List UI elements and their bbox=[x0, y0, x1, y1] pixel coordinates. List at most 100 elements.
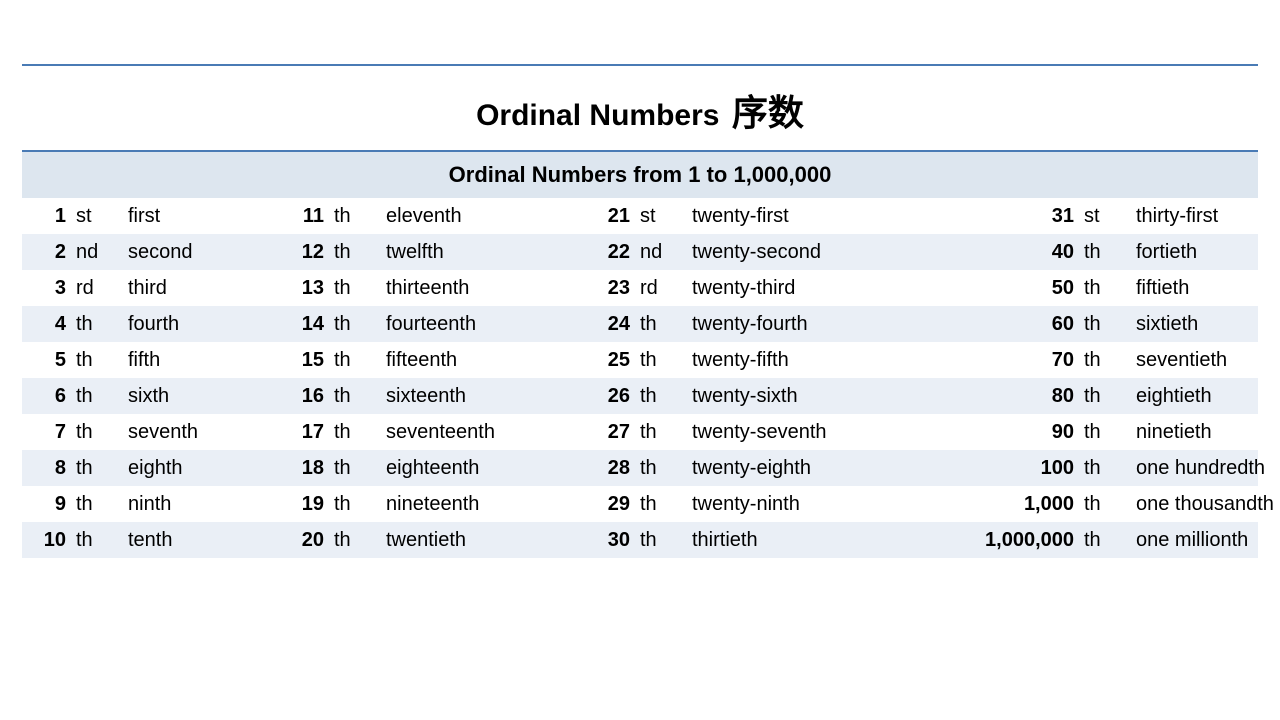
ordinal-cell-group: 29thtwenty-ninth bbox=[586, 493, 902, 516]
ordinal-number: 27 bbox=[586, 421, 630, 444]
ordinal-word: twenty-fifth bbox=[680, 349, 902, 372]
ordinal-suffix: th bbox=[324, 349, 374, 372]
ordinal-word: thirty-first bbox=[1124, 205, 1280, 228]
ordinal-suffix: st bbox=[630, 205, 680, 228]
ordinal-word: sixteenth bbox=[374, 385, 586, 408]
ordinal-cell-group: 30ththirtieth bbox=[586, 529, 902, 552]
table-row: 4thfourth14thfourteenth24thtwenty-fourth… bbox=[22, 306, 1258, 342]
ordinal-suffix: th bbox=[324, 421, 374, 444]
ordinal-suffix: nd bbox=[630, 241, 680, 264]
ordinal-cell-group: 19thnineteenth bbox=[280, 493, 586, 516]
ordinal-cell-group: 80theightieth bbox=[902, 385, 1280, 408]
ordinal-word: fourth bbox=[116, 313, 280, 336]
title-japanese: 序数 bbox=[732, 84, 804, 136]
ordinal-word: thirtieth bbox=[680, 529, 902, 552]
ordinal-suffix: th bbox=[66, 349, 116, 372]
ordinal-number: 100 bbox=[902, 457, 1074, 480]
ordinal-suffix: th bbox=[324, 529, 374, 552]
ordinal-suffix: th bbox=[1074, 457, 1124, 480]
ordinal-word: twenty-third bbox=[680, 277, 902, 300]
ordinal-word: fifteenth bbox=[374, 349, 586, 372]
ordinal-suffix: th bbox=[630, 493, 680, 516]
ordinal-cell-group: 1,000,000thone millionth bbox=[902, 529, 1280, 552]
table-row: 2ndsecond12thtwelfth22ndtwenty-second40t… bbox=[22, 234, 1258, 270]
ordinal-word: twenty-seventh bbox=[680, 421, 902, 444]
ordinal-number: 16 bbox=[280, 385, 324, 408]
ordinal-cell-group: 14thfourteenth bbox=[280, 313, 586, 336]
ordinal-word: ninetieth bbox=[1124, 421, 1280, 444]
ordinal-number: 28 bbox=[586, 457, 630, 480]
ordinal-word: twenty-eighth bbox=[680, 457, 902, 480]
ordinal-word: twenty-first bbox=[680, 205, 902, 228]
ordinal-number: 5 bbox=[22, 349, 66, 372]
ordinal-number: 23 bbox=[586, 277, 630, 300]
subheading-text: Ordinal Numbers from 1 to 1,000,000 bbox=[449, 162, 832, 187]
ordinal-number: 40 bbox=[902, 241, 1074, 264]
ordinal-word: fortieth bbox=[1124, 241, 1280, 264]
ordinal-number: 4 bbox=[22, 313, 66, 336]
ordinal-cell-group: 100thone hundredth bbox=[902, 457, 1280, 480]
ordinal-cell-group: 21sttwenty-first bbox=[586, 205, 902, 228]
ordinal-word: eleventh bbox=[374, 205, 586, 228]
ordinal-suffix: nd bbox=[66, 241, 116, 264]
ordinal-word: first bbox=[116, 205, 280, 228]
title-block: Ordinal Numbers 序数 bbox=[22, 66, 1258, 150]
ordinal-cell-group: 4thfourth bbox=[22, 313, 280, 336]
ordinal-cell-group: 18theighteenth bbox=[280, 457, 586, 480]
ordinal-suffix: th bbox=[66, 493, 116, 516]
table-row: 8theighth18theighteenth28thtwenty-eighth… bbox=[22, 450, 1258, 486]
ordinal-suffix: th bbox=[1074, 385, 1124, 408]
ordinal-suffix: th bbox=[630, 457, 680, 480]
ordinal-suffix: th bbox=[1074, 421, 1124, 444]
ordinal-number: 15 bbox=[280, 349, 324, 372]
ordinal-word: one thousandth bbox=[1124, 493, 1280, 516]
ordinal-suffix: th bbox=[1074, 493, 1124, 516]
ordinal-word: twentieth bbox=[374, 529, 586, 552]
ordinal-number: 21 bbox=[586, 205, 630, 228]
ordinal-cell-group: 90thninetieth bbox=[902, 421, 1280, 444]
ordinal-suffix: th bbox=[66, 385, 116, 408]
ordinal-table: 1stfirst11theleventh21sttwenty-first31st… bbox=[22, 198, 1258, 558]
ordinal-number: 18 bbox=[280, 457, 324, 480]
ordinal-number: 30 bbox=[586, 529, 630, 552]
ordinal-suffix: th bbox=[66, 421, 116, 444]
ordinal-cell-group: 50thfiftieth bbox=[902, 277, 1280, 300]
ordinal-cell-group: 12thtwelfth bbox=[280, 241, 586, 264]
ordinal-cell-group: 27thtwenty-seventh bbox=[586, 421, 902, 444]
ordinal-number: 50 bbox=[902, 277, 1074, 300]
ordinal-number: 90 bbox=[902, 421, 1074, 444]
ordinal-number: 19 bbox=[280, 493, 324, 516]
ordinal-number: 25 bbox=[586, 349, 630, 372]
ordinal-cell-group: 6thsixth bbox=[22, 385, 280, 408]
ordinal-suffix: th bbox=[630, 421, 680, 444]
subheading-band: Ordinal Numbers from 1 to 1,000,000 bbox=[22, 152, 1258, 198]
ordinal-word: tenth bbox=[116, 529, 280, 552]
ordinal-word: eightieth bbox=[1124, 385, 1280, 408]
ordinal-cell-group: 60thsixtieth bbox=[902, 313, 1280, 336]
table-row: 1stfirst11theleventh21sttwenty-first31st… bbox=[22, 198, 1258, 234]
ordinal-word: third bbox=[116, 277, 280, 300]
ordinal-suffix: th bbox=[1074, 313, 1124, 336]
ordinal-cell-group: 9thninth bbox=[22, 493, 280, 516]
ordinal-word: seventh bbox=[116, 421, 280, 444]
ordinal-number: 26 bbox=[586, 385, 630, 408]
ordinal-word: second bbox=[116, 241, 280, 264]
ordinal-suffix: th bbox=[324, 457, 374, 480]
ordinal-suffix: th bbox=[630, 529, 680, 552]
ordinal-suffix: st bbox=[1074, 205, 1124, 228]
ordinal-cell-group: 40thfortieth bbox=[902, 241, 1280, 264]
ordinal-suffix: th bbox=[66, 313, 116, 336]
ordinal-number: 24 bbox=[586, 313, 630, 336]
table-row: 7thseventh17thseventeenth27thtwenty-seve… bbox=[22, 414, 1258, 450]
ordinal-number: 31 bbox=[902, 205, 1074, 228]
ordinal-cell-group: 7thseventh bbox=[22, 421, 280, 444]
table-row: 5thfifth15thfifteenth25thtwenty-fifth70t… bbox=[22, 342, 1258, 378]
ordinal-suffix: th bbox=[630, 313, 680, 336]
ordinal-suffix: th bbox=[66, 529, 116, 552]
table-row: 6thsixth16thsixteenth26thtwenty-sixth80t… bbox=[22, 378, 1258, 414]
ordinal-number: 1,000 bbox=[902, 493, 1074, 516]
ordinal-cell-group: 3rdthird bbox=[22, 277, 280, 300]
page: Ordinal Numbers 序数 Ordinal Numbers from … bbox=[0, 0, 1280, 558]
ordinal-suffix: rd bbox=[66, 277, 116, 300]
ordinal-cell-group: 11theleventh bbox=[280, 205, 586, 228]
